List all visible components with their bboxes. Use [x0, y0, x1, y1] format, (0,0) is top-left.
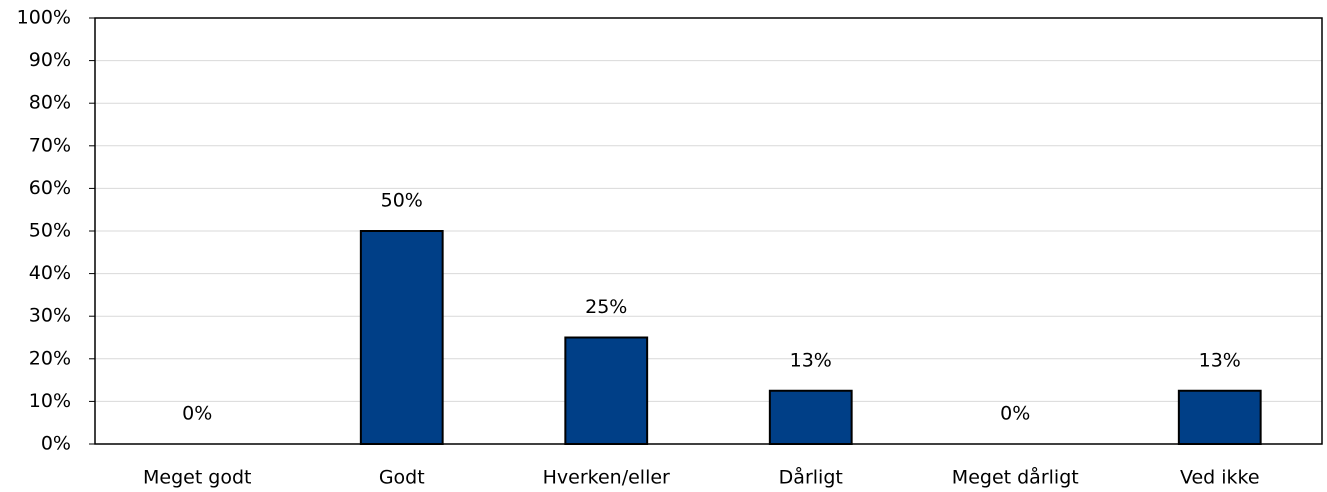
y-tick-label: 70% — [29, 134, 71, 156]
bar — [359, 230, 444, 445]
x-tick-label: Meget godt — [143, 467, 252, 489]
x-tick-label: Godt — [379, 467, 425, 489]
y-tick-label: 90% — [29, 49, 71, 71]
y-tick-label: 40% — [29, 262, 71, 284]
y-tick-label: 10% — [29, 390, 71, 412]
y-tick-label: 50% — [29, 220, 71, 242]
x-tick-label: Meget dårligt — [952, 466, 1079, 489]
bar — [564, 336, 649, 445]
bar — [1177, 389, 1262, 445]
x-tick-label: Ved ikke — [1180, 467, 1260, 489]
plot-border — [94, 17, 1323, 445]
x-tick-label: Hverken/eller — [543, 467, 670, 489]
data-label: 25% — [585, 296, 627, 318]
y-tick-label: 100% — [17, 7, 71, 29]
data-label: 13% — [790, 349, 832, 371]
y-tick-label: 30% — [29, 305, 71, 327]
y-tick-label: 0% — [41, 433, 71, 455]
data-label: 13% — [1199, 349, 1241, 371]
data-label: 0% — [1000, 403, 1030, 425]
y-tick-label: 80% — [29, 92, 71, 114]
y-tick-label: 20% — [29, 347, 71, 369]
data-label: 50% — [381, 190, 423, 212]
y-tick-label: 60% — [29, 177, 71, 199]
x-tick-label: Dårligt — [779, 466, 843, 489]
bar — [768, 389, 853, 445]
data-label: 0% — [182, 403, 212, 425]
